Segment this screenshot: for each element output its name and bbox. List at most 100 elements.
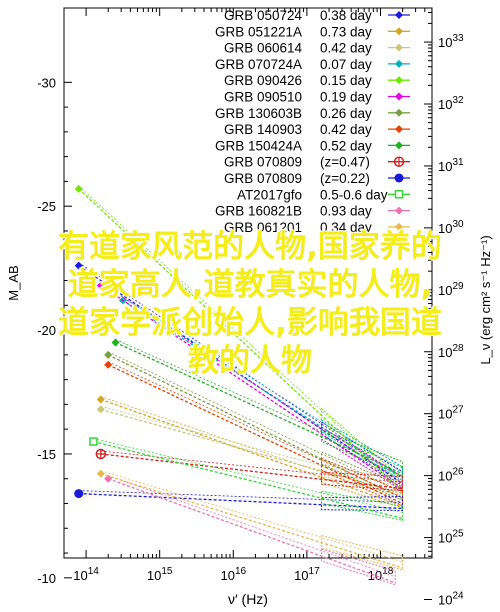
y-left-tick-label: -10 [37,571,56,586]
series-point-5 [96,281,105,290]
legend-marker-11 [394,190,404,199]
legend-entry-name-10: GRB 070809 [224,171,302,186]
series-line-12 [107,478,396,584]
legend-entry-value-9: (z=0.47) [320,155,370,170]
series-xray-box-11 [321,490,404,521]
series-band-11 [93,438,403,513]
series-band-5 [100,282,403,483]
legend-entry-value-11: 0.5-0.6 day [320,187,388,202]
legend-marker-4 [395,76,403,85]
legend-marker-13 [395,222,403,231]
x-tick-label: 1018 [368,566,394,583]
series-band-8 [115,339,403,469]
series-point-8 [111,338,120,347]
series-line-1 [100,398,403,507]
series-line-2 [100,408,403,495]
legend-entry-value-0: 0.38 day [320,8,372,23]
y-left-tick-label: -30 [37,75,56,90]
x-tick-label: 1016 [220,566,246,583]
x-tick-label: 1015 [147,566,173,583]
legend-entry-name-5: GRB 090510 [224,90,302,105]
y-right-tick-label: 1029 [438,281,464,298]
series-point-6 [104,350,113,359]
legend-entry-name-7: GRB 140903 [224,122,302,137]
legend-entry-value-8: 0.52 day [320,138,372,153]
legend-entry-name-12: GRB 160821B [215,204,302,219]
series-band-1 [100,396,403,501]
legend-entry-value-4: 0.15 day [320,73,372,88]
y-right-tick-label: 1027 [438,405,464,422]
series-band-2 [100,405,403,488]
series-point-12 [104,474,113,483]
series-line-4 [78,188,404,492]
legend-entry-value-13: 0.34 day [320,220,372,235]
y-right-axis-label: L_ν (erg cm² s⁻¹ Hz⁻¹) [478,235,493,364]
y-right-tick-label: 1026 [438,467,464,484]
legend-entry-name-0: GRB 050724 [224,8,303,23]
legend-marker-7 [395,125,403,134]
series-band-3 [122,297,403,474]
legend-entry-value-5: 0.19 day [320,90,372,105]
legend-entry-value-1: 0.73 day [320,24,372,39]
legend-entry-name-9: GRB 070809 [224,155,302,170]
legend-entry-name-11: AT2017gfo [237,187,302,202]
x-axis-label: ν′ (Hz) [228,591,268,607]
series-point-1 [96,395,105,404]
series-line-9 [100,453,403,490]
series-line-11 [93,440,403,519]
y-right-tick-label: 1032 [438,95,464,112]
legend-entry-value-10: (z=0.22) [320,171,370,186]
y-right-tick-label: 1030 [438,219,464,236]
legend-marker-5 [395,92,403,101]
legend-entry-name-1: GRB 051221A [215,24,302,39]
series-line-10 [78,492,403,510]
legend-marker-1 [395,27,403,36]
legend-marker-2 [395,43,403,52]
plot-frame [63,7,433,559]
legend-marker-10 [394,173,404,183]
series-line-0 [78,265,403,485]
legend-entry-name-4: GRB 090426 [224,73,302,88]
x-tick-label: 1017 [294,566,320,583]
y-right-tick-label: 1028 [438,343,464,360]
series-point-10 [74,489,84,499]
y-left-axis-label: M_AB [6,265,21,300]
series-line-3 [122,299,403,480]
legend-entry-value-12: 0.93 day [320,204,372,219]
series-xray-box-10 [321,495,404,511]
legend-entry-name-13: GRB 061201 [224,220,302,235]
legend-entry-name-8: GRB 150424A [215,138,302,153]
series-line-6 [107,354,403,500]
legend-marker-6 [395,108,403,117]
y-left-tick-label: -25 [37,199,56,214]
series-band-9 [100,450,403,484]
series-band-7 [107,361,403,498]
y-right-tick-label: 1024 [438,590,464,607]
series-band-0 [78,262,403,479]
y-right-tick-label: 1031 [438,157,464,174]
series-band-13 [100,470,403,563]
series-line-8 [115,341,403,475]
legend-entry-name-6: GRB 130603B [215,106,302,121]
legend-entry-value-7: 0.42 day [320,122,372,137]
series-band-12 [108,475,396,578]
legend-entry-value-6: 0.26 day [320,106,372,121]
series-point-2 [96,405,105,414]
series-band-4 [78,185,403,486]
legend-marker-12 [395,206,403,215]
legend-marker-8 [395,141,403,150]
y-right-tick-label: 1025 [438,529,464,546]
legend-marker-0 [395,11,403,19]
legend-entry-value-2: 0.42 day [320,41,372,56]
legend-marker-3 [395,59,403,68]
series-xray-box-7 [321,457,404,507]
legend-entry-name-3: GRB 070724A [215,57,302,72]
x-tick-label: 1014 [73,566,99,583]
series-xray-box-8 [321,428,404,477]
y-left-tick-label: -20 [37,323,56,338]
series-xray-box-12 [321,548,396,586]
series-point-0 [74,261,83,270]
legend-entry-name-2: GRB 060614 [224,41,303,56]
